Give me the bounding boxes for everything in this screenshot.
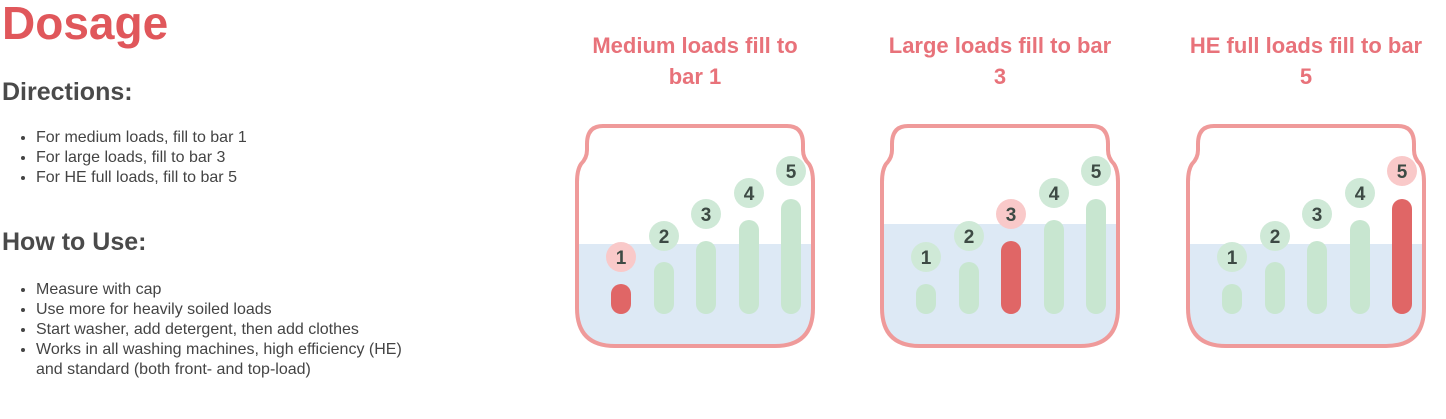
list-item: For HE full loads, fill to bar 5 (36, 168, 426, 188)
level-badge-1 (606, 242, 636, 272)
level-bar-1 (1222, 284, 1242, 314)
level-label-3: 3 (1312, 205, 1323, 226)
level-badge-2 (954, 221, 984, 251)
level-bar-5 (1392, 199, 1412, 314)
level-bar-4 (739, 220, 759, 314)
dosage-panel-large: Large loads fill to bar 3 1 2 3 4 5 (870, 30, 1130, 350)
level-label-1: 1 (921, 248, 932, 269)
directions-list: For medium loads, fill to bar 1 For larg… (18, 128, 426, 188)
level-label-3: 3 (701, 205, 712, 226)
directions-heading: Directions: (2, 78, 133, 106)
jar-illustration: 1 2 3 4 5 (880, 124, 1120, 348)
level-label-1: 1 (616, 248, 627, 269)
how-to-use-heading: How to Use: (2, 228, 147, 256)
water-fill (882, 224, 1118, 346)
level-bar-1 (916, 284, 936, 314)
dosage-panel-medium: Medium loads fill to bar 1 1 2 3 4 5 (565, 30, 825, 350)
level-label-2: 2 (659, 227, 670, 248)
level-badge-5 (776, 156, 806, 186)
level-label-5: 5 (1091, 162, 1102, 183)
list-item: For large loads, fill to bar 3 (36, 148, 426, 168)
level-badge-2 (1260, 221, 1290, 251)
level-bar-5 (1086, 199, 1106, 314)
level-bar-2 (1265, 262, 1285, 314)
level-label-5: 5 (786, 162, 797, 183)
level-label-2: 2 (1270, 227, 1281, 248)
level-bar-3 (696, 241, 716, 314)
level-badge-4 (1345, 178, 1375, 208)
level-bar-5 (781, 199, 801, 314)
panel-title: HE full loads fill to bar 5 (1189, 33, 1423, 89)
level-label-2: 2 (964, 227, 975, 248)
level-badge-1 (1217, 242, 1247, 272)
level-badge-4 (1039, 178, 1069, 208)
level-badge-4 (734, 178, 764, 208)
panel-title: Large loads fill to bar 3 (888, 33, 1112, 89)
jar-illustration: 1 2 3 4 5 (575, 124, 815, 348)
level-bar-4 (1044, 220, 1064, 314)
level-bar-2 (959, 262, 979, 314)
list-item: Measure with cap (36, 280, 426, 300)
panel-title: Medium loads fill to bar 1 (592, 33, 798, 89)
level-badge-1 (911, 242, 941, 272)
level-bar-2 (654, 262, 674, 314)
level-label-4: 4 (744, 184, 755, 205)
jar-outline (880, 124, 1120, 348)
list-item: Use more for heavily soiled loads (36, 300, 426, 320)
level-label-4: 4 (1049, 184, 1060, 205)
jar-illustration: 1 2 3 4 5 (1186, 124, 1426, 348)
level-badge-5 (1387, 156, 1417, 186)
list-item: For medium loads, fill to bar 1 (36, 128, 426, 148)
level-bar-3 (1001, 241, 1021, 314)
level-badge-2 (649, 221, 679, 251)
list-item: Works in all washing machines, high effi… (36, 340, 426, 380)
level-bar-4 (1350, 220, 1370, 314)
level-badge-3 (691, 199, 721, 229)
level-bar-3 (1307, 241, 1327, 314)
level-bar-1 (611, 284, 631, 314)
jar-outline (575, 124, 815, 348)
level-label-4: 4 (1355, 184, 1366, 205)
how-to-use-list: Measure with cap Use more for heavily so… (18, 280, 426, 380)
list-item: Start washer, add detergent, then add cl… (36, 320, 426, 340)
level-label-5: 5 (1397, 162, 1408, 183)
dosage-panel-he: HE full loads fill to bar 5 1 2 3 4 5 (1176, 30, 1436, 350)
level-badge-3 (1302, 199, 1332, 229)
jar-outline (1186, 124, 1426, 348)
level-label-3: 3 (1006, 205, 1017, 226)
level-badge-3 (996, 199, 1026, 229)
level-label-1: 1 (1227, 248, 1238, 269)
page-title: Dosage (2, 0, 169, 49)
level-badge-5 (1081, 156, 1111, 186)
